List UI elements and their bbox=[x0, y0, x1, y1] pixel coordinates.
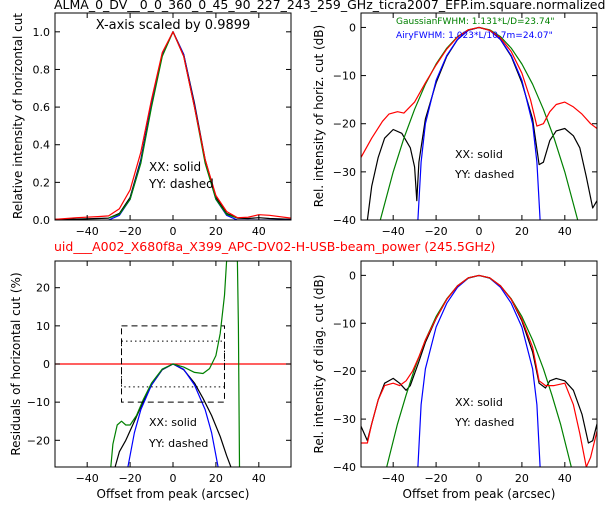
legend-xx: XX: solid bbox=[149, 160, 201, 174]
panel-bottom-left: −40 −20 0 20 40 20 10 0 −10 −20 XX: solid YY: das… bbox=[9, 260, 292, 501]
y-tick-label: 0.6 bbox=[33, 101, 51, 114]
x-tick-label: 40 bbox=[252, 472, 266, 485]
panel-top-right: −40 −20 0 20 40 0 −10 −20 −30 −40 GaussianFWHM: 1… bbox=[312, 12, 598, 238]
y-tick-label: 0.0 bbox=[33, 214, 51, 227]
legend-yy: YY: dashed bbox=[454, 416, 514, 429]
figure-suptitle: ALMA_0_DV__0_0_360_0_45_90_227_243_259_G… bbox=[54, 0, 605, 12]
series-line-red bbox=[361, 26, 597, 158]
y-axis-label: Residuals of horizontal cut (%) bbox=[9, 272, 23, 455]
legend-yy: YY: dashed bbox=[148, 437, 208, 450]
y-tick-label: −20 bbox=[333, 365, 356, 378]
figure-midtitle: uid___A002_X680f8a_X399_APC-DV02-H-USB-b… bbox=[54, 239, 495, 254]
x-tick-label: 0 bbox=[476, 225, 483, 238]
annotation-airy-fwhm: AiryFWHM: 1.023*L/10.7m=24.07" bbox=[396, 31, 553, 41]
panel-bottom-right: −40 −20 0 20 40 0 −10 −20 −30 −40 XX: solid YY: d… bbox=[312, 260, 598, 501]
x-tick-label: 20 bbox=[515, 472, 529, 485]
y-tick-label: 0.8 bbox=[33, 63, 51, 76]
series-line-green bbox=[386, 274, 572, 467]
y-tick-label: 0.2 bbox=[33, 176, 51, 189]
axes-frame bbox=[360, 260, 598, 468]
legend-xx: XX: solid bbox=[149, 416, 197, 429]
y-tick-label: −30 bbox=[333, 413, 356, 426]
series-line-red bbox=[361, 274, 597, 467]
y-tick-label: 0 bbox=[43, 358, 50, 371]
x-tick-label: −20 bbox=[424, 472, 447, 485]
series-line-blue bbox=[417, 274, 541, 467]
legend-xx: XX: solid bbox=[455, 396, 503, 409]
x-tick-label: −40 bbox=[382, 472, 405, 485]
x-tick-label: −40 bbox=[76, 225, 99, 238]
y-axis-label: Rel. intensity of horiz. cut (dB) bbox=[312, 25, 326, 207]
x-tick-label: 0 bbox=[476, 472, 483, 485]
x-tick-label: −20 bbox=[118, 225, 141, 238]
panel-top-left: −40 −20 0 20 40 0.0 0.2 0.4 0.6 0.8 1.0 X-axis sca… bbox=[11, 12, 292, 238]
x-tick-label: 40 bbox=[558, 472, 572, 485]
y-axis-label: Rel. intensity of diag. cut (dB) bbox=[312, 275, 326, 454]
series-line-green bbox=[379, 26, 579, 220]
y-tick-label: 1.0 bbox=[33, 26, 51, 39]
y-tick-label: −10 bbox=[27, 396, 50, 409]
y-axis-label: Relative intensity of horizontal cut bbox=[11, 13, 25, 219]
x-tick-label: 0 bbox=[170, 225, 177, 238]
y-tick-label: 0 bbox=[349, 21, 356, 34]
legend-yy: YY: dashed bbox=[148, 177, 214, 191]
x-tick-label: 20 bbox=[209, 225, 223, 238]
y-tick-label: −40 bbox=[333, 461, 356, 474]
series-line-black bbox=[55, 31, 291, 220]
residual-box-dotted bbox=[121, 340, 225, 388]
series-line-blue bbox=[108, 31, 291, 220]
series-line-black bbox=[366, 26, 597, 220]
y-tick-label: −20 bbox=[333, 118, 356, 131]
y-tick-label: 0.4 bbox=[33, 139, 51, 152]
y-tick-label: 0 bbox=[349, 269, 356, 282]
annotation-x-scale: X-axis scaled by 0.9899 bbox=[96, 18, 251, 33]
y-tick-label: −10 bbox=[333, 317, 356, 330]
y-tick-label: 10 bbox=[36, 320, 50, 333]
x-tick-label: 20 bbox=[209, 472, 223, 485]
y-tick-label: −30 bbox=[333, 166, 356, 179]
annotation-gaussian-fwhm: GaussianFWHM: 1.131*L/D=23.74" bbox=[396, 17, 554, 27]
series-line-red bbox=[55, 31, 291, 220]
series-line-blue bbox=[417, 26, 541, 220]
x-tick-label: 20 bbox=[515, 225, 529, 238]
y-tick-label: −10 bbox=[333, 70, 356, 83]
legend-yy: YY: dashed bbox=[454, 168, 514, 181]
y-tick-label: −40 bbox=[333, 214, 356, 227]
x-tick-label: 0 bbox=[170, 472, 177, 485]
x-tick-label: −40 bbox=[76, 472, 99, 485]
series-line-green bbox=[110, 261, 241, 467]
x-tick-label: 40 bbox=[252, 225, 266, 238]
x-tick-label: −40 bbox=[382, 225, 405, 238]
axes-frame bbox=[360, 12, 598, 221]
legend-xx: XX: solid bbox=[455, 148, 503, 161]
x-axis-label: Offset from peak (arcsec) bbox=[403, 487, 556, 501]
x-tick-label: 40 bbox=[558, 225, 572, 238]
x-tick-label: −20 bbox=[118, 472, 141, 485]
y-tick-label: −20 bbox=[27, 434, 50, 447]
x-axis-label: Offset from peak (arcsec) bbox=[97, 487, 250, 501]
y-tick-label: 20 bbox=[36, 282, 50, 295]
x-tick-label: −20 bbox=[424, 225, 447, 238]
